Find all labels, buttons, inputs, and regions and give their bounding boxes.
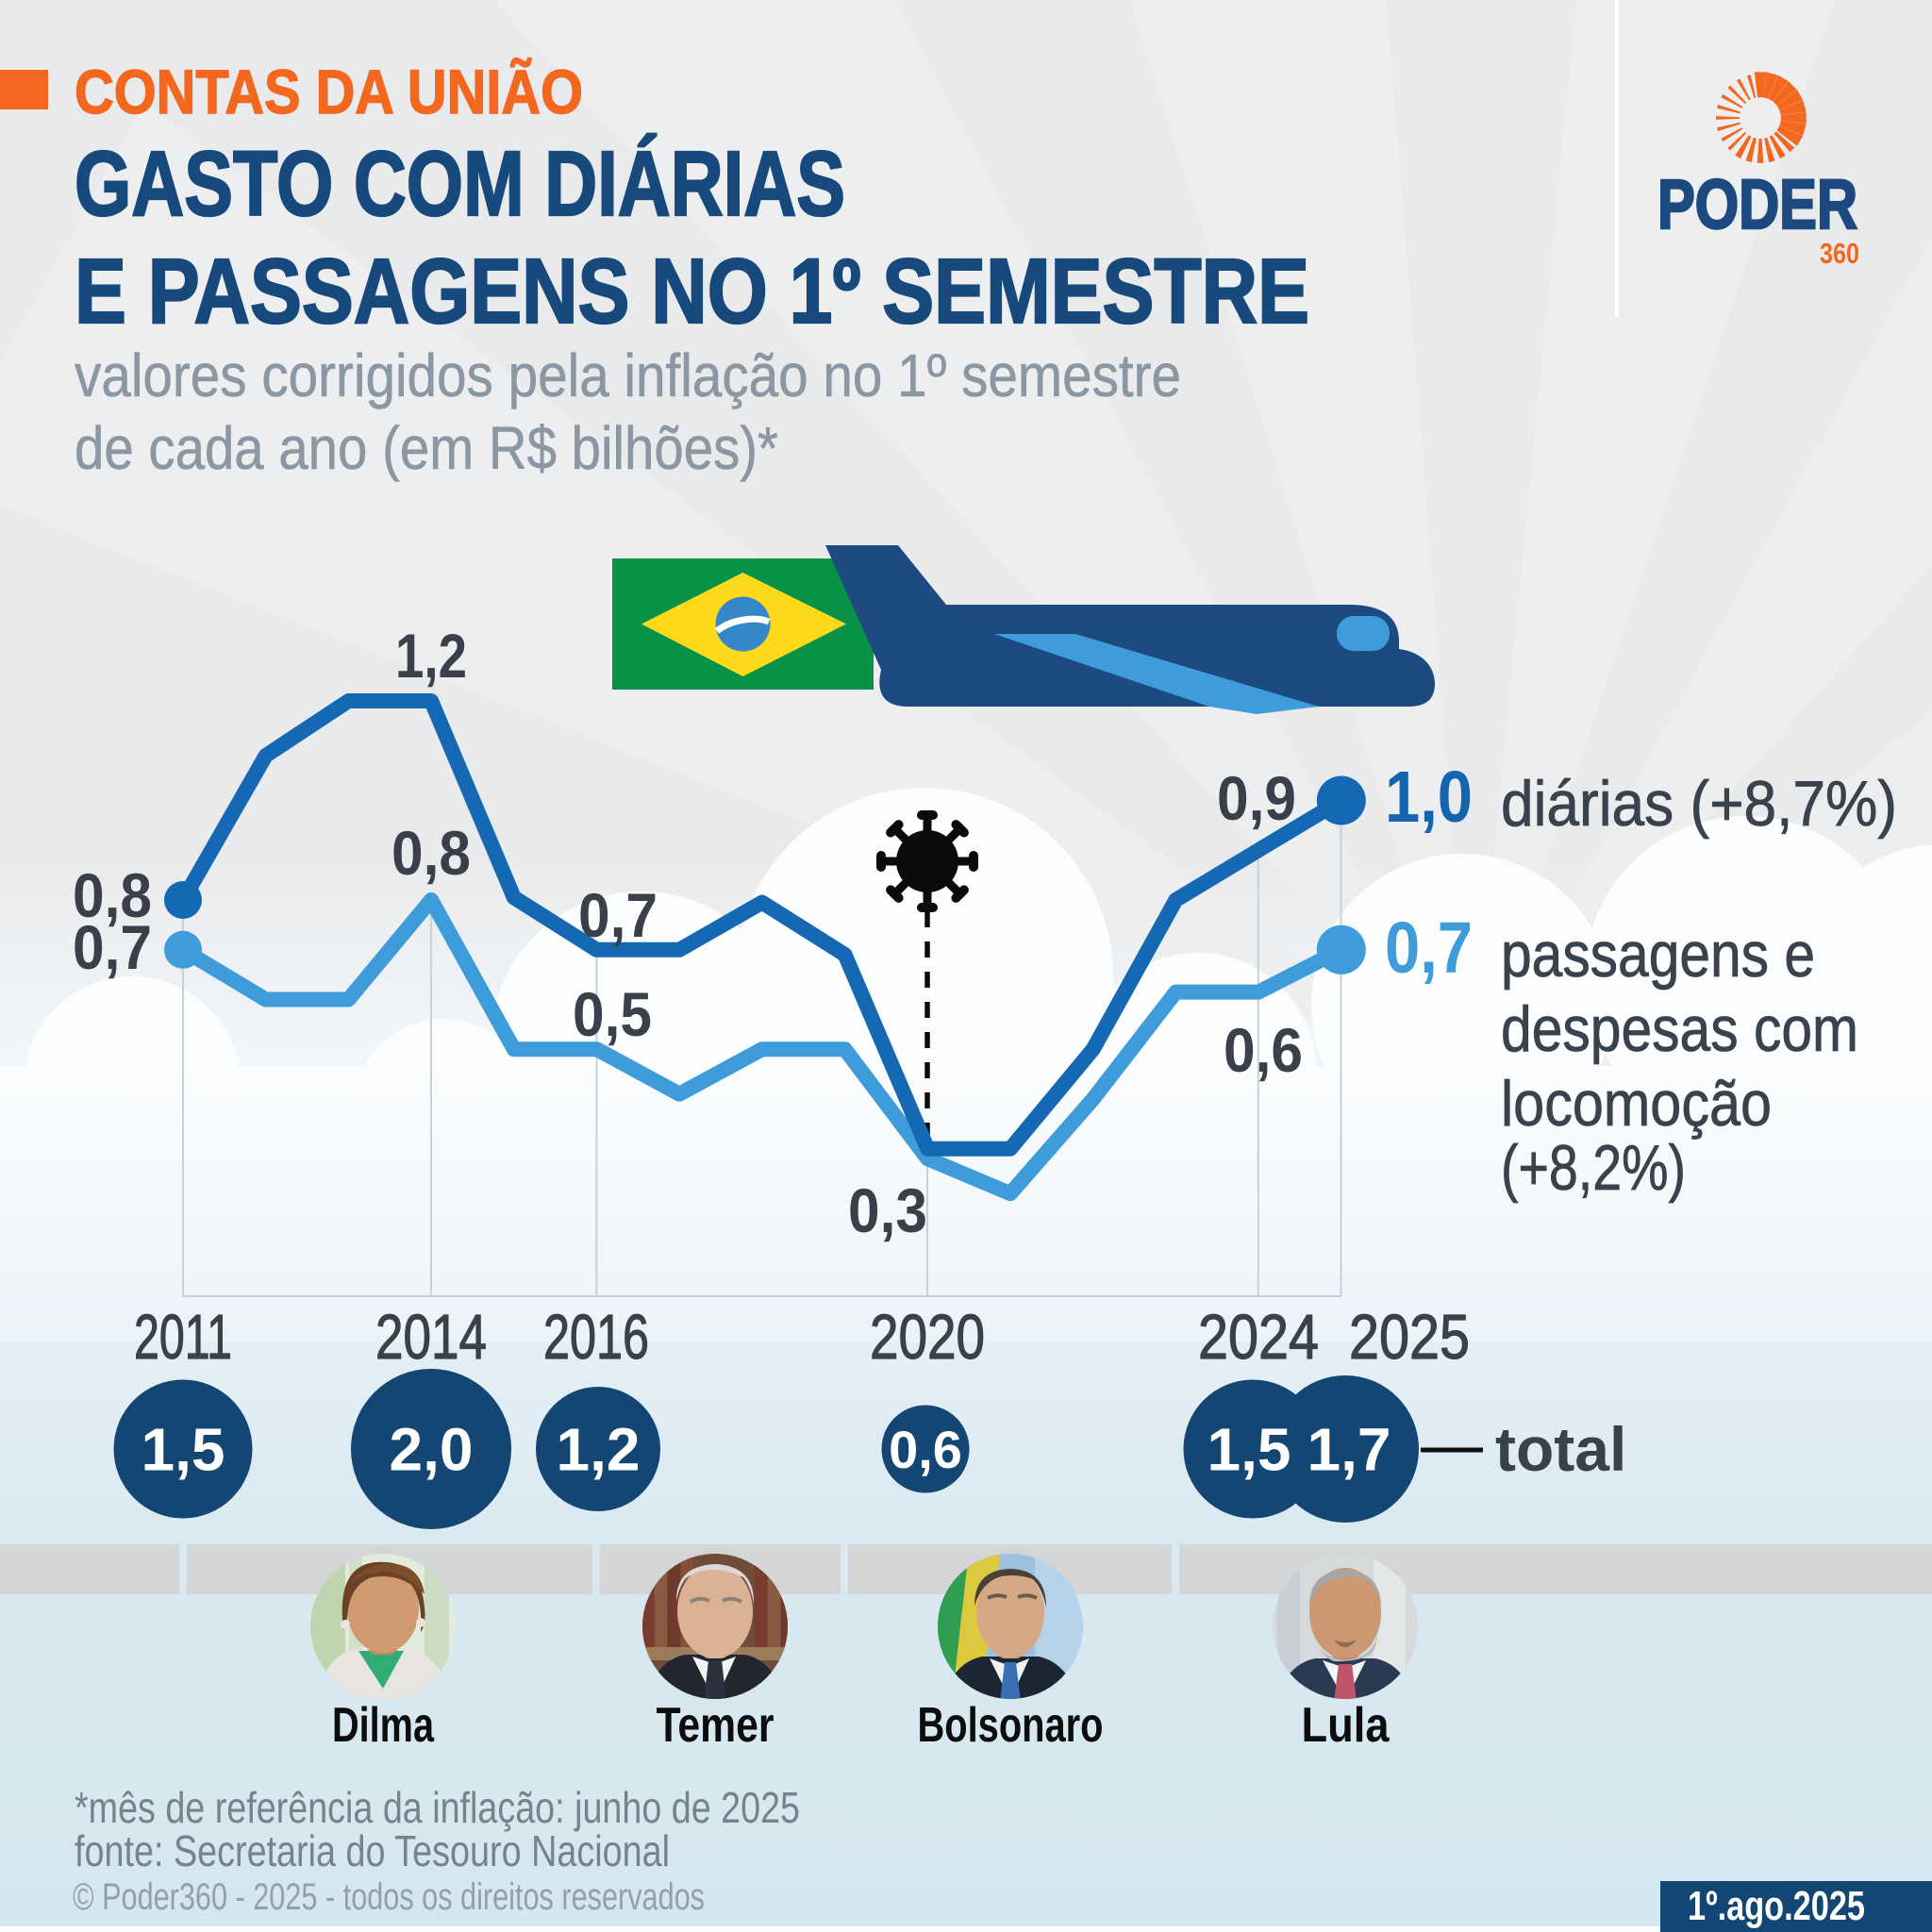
svg-text:0,6: 0,6 [1224, 1015, 1303, 1085]
svg-text:1º.ago.2025: 1º.ago.2025 [1688, 1883, 1865, 1929]
svg-text:1,2: 1,2 [395, 621, 467, 691]
svg-text:0,6: 0,6 [889, 1420, 962, 1479]
svg-text:GASTO COM DIÁRIAS: GASTO COM DIÁRIAS [75, 132, 845, 235]
svg-text:2016: 2016 [543, 1302, 649, 1373]
svg-text:0,9: 0,9 [1217, 763, 1296, 833]
svg-text:1,2: 1,2 [557, 1416, 641, 1484]
svg-text:0,7: 0,7 [73, 912, 152, 982]
svg-text:0,7: 0,7 [578, 880, 658, 950]
svg-text:Bolsonaro: Bolsonaro [918, 1698, 1104, 1753]
svg-text:passagens e: passagens e [1501, 919, 1815, 991]
svg-text:total: total [1495, 1414, 1626, 1484]
svg-text:1,5: 1,5 [142, 1416, 225, 1484]
svg-text:2011: 2011 [134, 1302, 232, 1373]
svg-text:2024: 2024 [1198, 1302, 1319, 1373]
svg-text:2025: 2025 [1349, 1302, 1470, 1373]
svg-text:2014: 2014 [375, 1302, 487, 1373]
svg-text:(+8,2%): (+8,2%) [1501, 1132, 1686, 1204]
svg-text:fonte: Secretaria do Tesouro N: fonte: Secretaria do Tesouro Nacional [75, 1826, 670, 1875]
svg-text:2020: 2020 [870, 1302, 985, 1373]
svg-text:360: 360 [1820, 237, 1859, 270]
svg-text:2,0: 2,0 [390, 1416, 474, 1484]
svg-text:valores corrigidos pela inflaç: valores corrigidos pela inflação no 1º s… [75, 341, 1181, 409]
svg-text:E PASSAGENS NO 1º SEMESTRE: E PASSAGENS NO 1º SEMESTRE [75, 240, 1309, 342]
svg-text:0,7: 0,7 [1385, 908, 1473, 989]
svg-text:Dilma: Dilma [332, 1698, 435, 1753]
svg-text:0,8: 0,8 [73, 860, 152, 930]
svg-text:Lula: Lula [1302, 1698, 1391, 1753]
svg-text:1,5: 1,5 [1208, 1416, 1291, 1484]
svg-text:despesas com: despesas com [1501, 993, 1858, 1065]
svg-text:locomoção: locomoção [1501, 1068, 1772, 1140]
svg-text:© Poder360 - 2025 - todos os d: © Poder360 - 2025 - todos os direitos re… [73, 1876, 705, 1918]
svg-text:diárias (+8,7%): diárias (+8,7%) [1501, 768, 1897, 840]
svg-text:CONTAS DA UNIÃO: CONTAS DA UNIÃO [75, 57, 583, 126]
svg-text:0,8: 0,8 [391, 818, 471, 888]
svg-text:0,5: 0,5 [573, 979, 652, 1049]
svg-text:1,0: 1,0 [1385, 757, 1473, 838]
svg-text:de cada ano (em R$ bilhões)*: de cada ano (em R$ bilhões)* [75, 414, 778, 482]
svg-text:PODER: PODER [1657, 165, 1857, 243]
svg-text:0,3: 0,3 [848, 1175, 927, 1245]
svg-text:1,7: 1,7 [1307, 1416, 1391, 1484]
svg-text:Temer: Temer [657, 1698, 774, 1753]
svg-text:*mês de referência da inflação: *mês de referência da inflação: junho de… [75, 1783, 800, 1832]
